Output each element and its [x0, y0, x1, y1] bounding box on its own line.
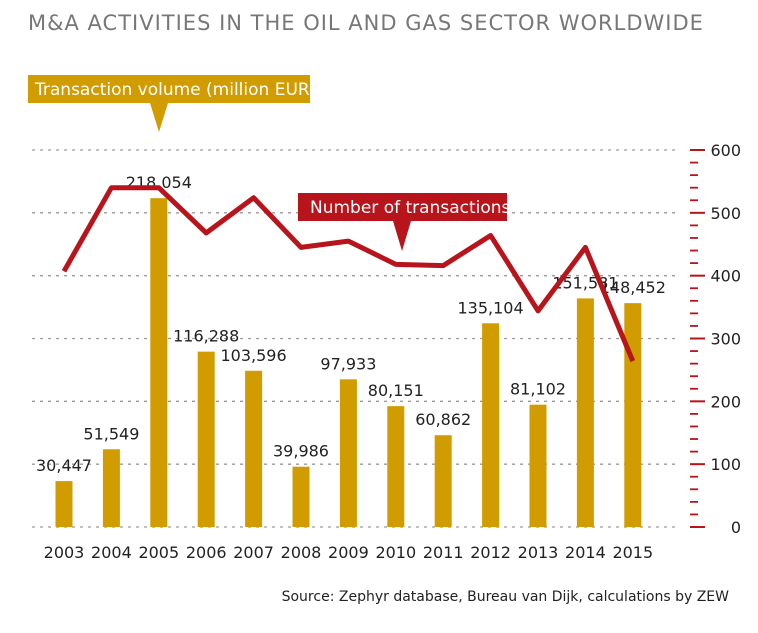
x-tick-label-2004: 2004 — [91, 543, 132, 562]
legend-count-label: Number of transactions — [310, 198, 511, 218]
right-axis: 0 100 200 300 400 500 600 — [690, 141, 741, 537]
bar-label-2009: 97,933 — [320, 354, 376, 373]
bar-value-labels: 30,44751,549218,054116,288103,59639,9869… — [36, 173, 666, 475]
bar-2011 — [434, 435, 452, 527]
x-tick-label-2013: 2013 — [518, 543, 559, 562]
bar-label-2006: 116,288 — [173, 327, 239, 346]
line-number-of-transactions — [61, 185, 636, 363]
legend-count-pointer — [393, 221, 411, 251]
x-tick-label-2009: 2009 — [328, 543, 369, 562]
source-note: Source: Zephyr database, Bureau van Dijk… — [282, 589, 730, 605]
x-tick-label-2008: 2008 — [281, 543, 322, 562]
bar-label-2003: 30,447 — [36, 456, 92, 475]
chart-title: M&A ACTIVITIES IN THE OIL AND GAS SECTOR… — [28, 11, 704, 35]
x-tick-label-2007: 2007 — [233, 543, 274, 562]
legend-volume-box — [28, 75, 310, 103]
line-series — [61, 185, 636, 363]
legend-transaction-volume: Transaction volume (million EUR) — [28, 75, 316, 132]
bar-2003 — [55, 481, 73, 527]
bar-2008 — [292, 466, 310, 527]
right-axis-tick-label: 500 — [710, 204, 741, 223]
x-tick-label-2012: 2012 — [470, 543, 511, 562]
right-axis-tick-label: 300 — [710, 330, 741, 349]
bar-2013 — [529, 404, 547, 527]
bar-label-2013: 81,102 — [510, 380, 566, 399]
right-axis-tick-label: 400 — [710, 267, 741, 286]
bar-label-2015: 148,452 — [600, 278, 666, 297]
bar-label-2011: 60,862 — [415, 410, 471, 429]
bar-2004 — [102, 449, 120, 527]
right-axis-tick-label: 0 — [731, 518, 741, 537]
x-tick-label-2015: 2015 — [612, 543, 653, 562]
bar-label-2007: 103,596 — [221, 346, 287, 365]
bar-series — [55, 198, 642, 527]
right-axis-tick-label: 600 — [710, 141, 741, 160]
bar-2014 — [576, 298, 594, 527]
right-axis-tick-label: 100 — [710, 455, 741, 474]
bar-2010 — [387, 406, 405, 527]
x-tick-label-2005: 2005 — [138, 543, 179, 562]
bar-label-2008: 39,986 — [273, 442, 329, 461]
x-tick-label-2011: 2011 — [423, 543, 464, 562]
bar-2005 — [150, 198, 168, 527]
bar-2009 — [339, 379, 357, 527]
bar-2006 — [197, 351, 215, 527]
legend-count-box — [298, 193, 507, 221]
x-tick-label-2006: 2006 — [186, 543, 227, 562]
legend-number-of-transactions: Number of transactions — [298, 193, 511, 251]
bar-label-2012: 135,104 — [458, 298, 524, 317]
x-tick-label-2010: 2010 — [375, 543, 416, 562]
bar-label-2004: 51,549 — [83, 424, 139, 443]
legend-volume-pointer — [150, 103, 168, 132]
x-axis-labels: 2003 2004 2005 2006 2007 2008 2009 2010 2011 2012… — [44, 543, 654, 562]
bar-2012 — [482, 323, 500, 527]
bar-2015 — [624, 303, 642, 527]
bar-label-2010: 80,151 — [368, 381, 424, 400]
bar-2007 — [245, 370, 263, 527]
right-axis-tick-label: 200 — [710, 392, 741, 411]
x-tick-label-2014: 2014 — [565, 543, 606, 562]
x-tick-label-2003: 2003 — [44, 543, 85, 562]
legend-volume-label: Transaction volume (million EUR) — [34, 80, 316, 100]
